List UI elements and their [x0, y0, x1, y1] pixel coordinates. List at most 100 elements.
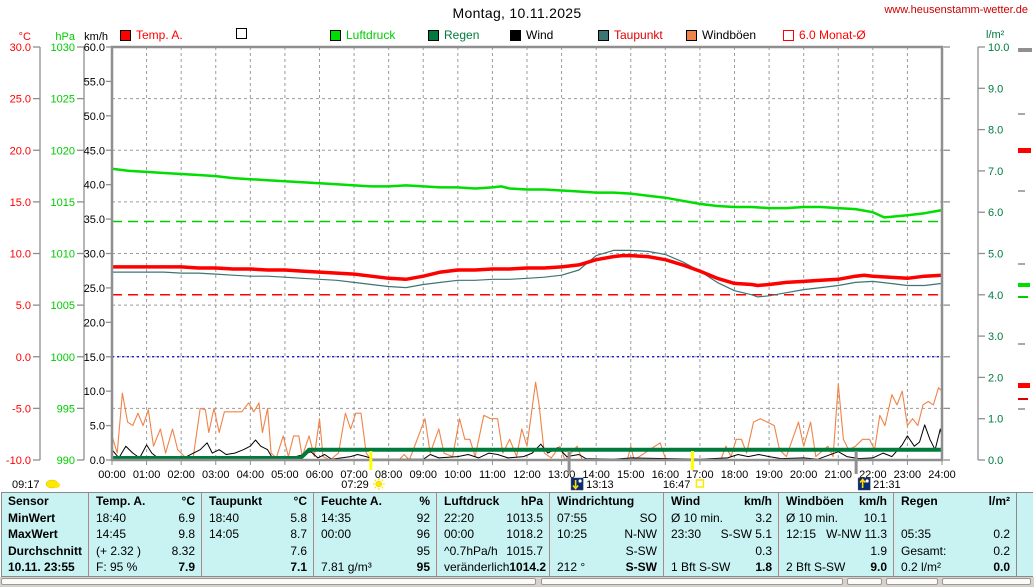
cell-value: 96 — [416, 527, 430, 542]
cell-value: 0.2 — [993, 543, 1010, 558]
cell-value: 9.8 — [178, 527, 195, 542]
cell-time: 2 Bft S-SW — [786, 560, 846, 575]
axis-label: 0.0 — [16, 352, 31, 364]
axis-label: 21:31 — [873, 479, 901, 491]
column-unit: °C — [181, 494, 195, 508]
cell-value: S-SW 5.1 — [720, 527, 772, 542]
legend-swatch-icon — [428, 29, 439, 41]
axis-label: 06:00 — [306, 469, 334, 481]
cell-value: 9.0 — [870, 560, 887, 575]
column-unit: % — [419, 494, 430, 508]
table-column-sensor: Sensor MinWert MaxWert Durchschnitt 10.11. 2… — [1, 493, 88, 576]
axis-label: 01:00 — [133, 469, 161, 481]
legend-item-wind: Wind — [510, 28, 553, 42]
axis-label: 16:47 — [663, 479, 691, 491]
sun-cloud-icon — [45, 479, 60, 489]
column-unit: km/h — [858, 494, 887, 508]
table-column-luftdruck: Luftdruck hPa 22:20 1013.5 00:00 1018.2 ^0.7hP… — [436, 493, 549, 576]
axis-label: 13:13 — [586, 479, 614, 491]
axis-label: 16:00 — [652, 469, 680, 481]
cell-time: 10:25 — [557, 527, 588, 542]
table-column-wind: Wind km/h Ø 10 min. 3.2 23:30 S-SW 5.1 0.3 1 Bf… — [663, 493, 778, 576]
cell-value: 7.9 — [178, 560, 195, 575]
axis-label: 5.0 — [988, 249, 1003, 261]
table-column-temp-a: Temp. A. °C 18:40 6.9 14:45 9.8 (+ 2.32 ) 8.32 F… — [88, 493, 201, 576]
cell-time: Ø 10 min. — [786, 510, 839, 525]
axis-label: 09:17 — [12, 479, 40, 491]
edge-marker — [1018, 408, 1025, 410]
cell-value: 1.8 — [755, 560, 772, 575]
axis-label: 1005 — [51, 300, 75, 312]
edge-marker — [1018, 190, 1025, 192]
axis-label: 25.0 — [10, 94, 31, 106]
cell-value: 0.2 — [993, 527, 1010, 542]
column-unit: km/h — [743, 494, 772, 508]
legend-item-regen: Regen — [428, 28, 479, 42]
cell-value: 7.1 — [290, 560, 307, 575]
legend-swatch-icon — [598, 29, 609, 41]
axis-label: km/h — [84, 31, 108, 43]
legend-item-temp-a: Temp. A. — [120, 28, 183, 42]
website-link[interactable]: www.heusenstamm-wetter.de — [884, 4, 1028, 16]
column-unit: °C — [293, 494, 307, 508]
table-column-windb-en: Windböen km/h Ø 10 min. 10.1 12:15 W-NW 11.3 1… — [778, 493, 893, 576]
table-column-regen: Regen l/m² 05:35 0.2 Gesamt: 0.2 0.2 l/m² 0.0 — [893, 493, 1017, 576]
value-axes: 30.0 25.0 20.0 15.0 10.0 5.0 0.0 -5.0 -10.0 1030 1… — [6, 29, 1010, 467]
axis-label: 6.0 — [988, 207, 1003, 219]
reference-lines — [112, 220, 942, 358]
row-label: 10.11. 23:55 — [8, 560, 75, 575]
cell-value: 7.6 — [290, 543, 307, 558]
column-header: Taupunkt — [209, 494, 263, 508]
cell-time: 14:05 — [209, 527, 240, 542]
sunset-icon — [695, 479, 705, 488]
cell-value: W-NW 11.3 — [826, 527, 887, 542]
axis-label: 1010 — [51, 249, 75, 261]
cell-value: 92 — [416, 510, 430, 525]
cell-value: 1013.5 — [506, 510, 543, 525]
column-header: Regen — [901, 494, 938, 508]
edge-marker — [1018, 263, 1025, 265]
series-regen — [112, 447, 942, 460]
series-line — [111, 381, 943, 461]
cell-time: 22:20 — [444, 510, 475, 525]
row-label: Sensor — [8, 494, 49, 508]
axis-label: 1020 — [51, 145, 75, 157]
edge-marker — [1018, 296, 1028, 298]
axis-label: 990 — [57, 455, 75, 467]
edge-marker — [1018, 48, 1032, 52]
axis-label: 9.0 — [988, 83, 1003, 95]
legend-label: Luftdruck — [346, 28, 396, 42]
series-windb-en — [111, 381, 943, 461]
cell-value: 95 — [416, 543, 430, 558]
axis-label: 7.0 — [988, 166, 1003, 178]
cell-value: 95 — [416, 560, 430, 575]
axis-label: 4.0 — [988, 290, 1003, 302]
series-taupunkt — [112, 249, 943, 298]
axis-label: 18:00 — [721, 469, 749, 481]
series-luftdruck — [111, 167, 943, 219]
cell-time: 0.2 l/m² — [901, 560, 942, 575]
axis-label: 05:00 — [271, 469, 299, 481]
status-bar — [0, 577, 1034, 587]
axis-label: 50.0 — [84, 111, 105, 123]
axis-label: 8.0 — [988, 125, 1003, 137]
axis-label: hPa — [55, 31, 75, 43]
axis-label: 20.0 — [10, 145, 31, 157]
axis-label: 14:00 — [582, 469, 610, 481]
table-column-windrichtung: Windrichtung 07:55 SO 10:25 N-NW S-SW 212 ° S-S… — [549, 493, 663, 576]
axis-label: 25.0 — [84, 283, 105, 295]
series-line — [111, 167, 943, 219]
cell-time: 1 Bft S-SW — [671, 560, 731, 575]
edge-markers — [1018, 48, 1032, 410]
cell-time: 14:35 — [321, 510, 352, 525]
table-column-feuchte-a: Feuchte A.% 14:35 92 00:00 96 95 7.81 g/m³ 95 — [313, 493, 436, 576]
cell-time: 12:15 — [786, 527, 817, 542]
edge-marker — [1018, 398, 1028, 400]
cell-time: 23:30 — [671, 527, 702, 542]
axis-label: 02:00 — [167, 469, 195, 481]
column-header: Luftdruck — [444, 494, 500, 508]
status-panel-1 — [1, 578, 536, 585]
cell-time: Gesamt: — [901, 543, 947, 558]
cell-value: 8.7 — [290, 527, 307, 542]
axis-label: 10.0 — [10, 249, 31, 261]
